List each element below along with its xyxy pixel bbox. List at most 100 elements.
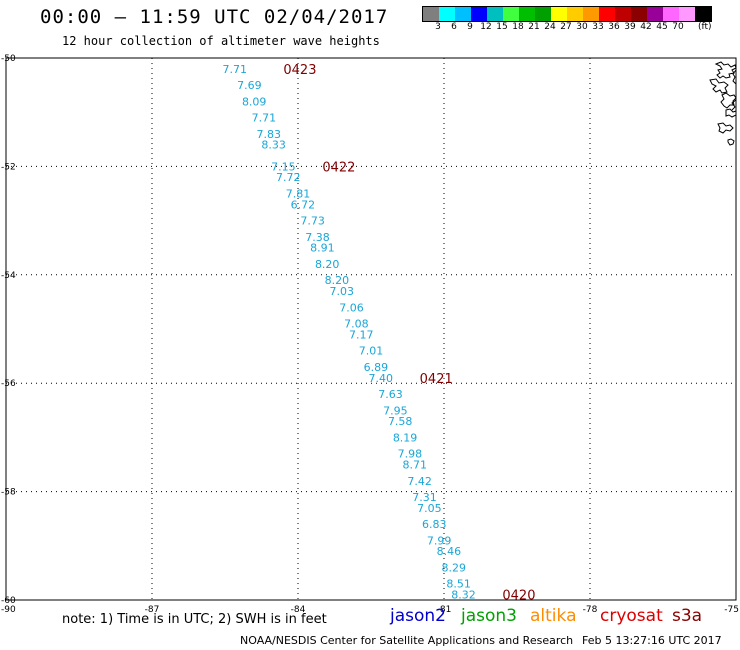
x-tick-label: -87: [145, 605, 160, 615]
swh-value: 8.29: [441, 561, 466, 574]
mission-cryosat: cryosat: [600, 606, 663, 626]
swh-value: 7.06: [339, 301, 364, 314]
swh-value: 7.03: [330, 285, 355, 298]
colorbar-tick-label: 18: [512, 22, 524, 32]
swh-value: 7.95: [383, 404, 408, 417]
colorbar-swatch: [599, 7, 615, 21]
colorbar-tick-label: 21: [528, 22, 540, 32]
colorbar-tick-label: 39: [624, 22, 636, 32]
y-tick-label: -52: [1, 162, 16, 172]
x-tick-label: -84: [291, 605, 306, 615]
colorbar-unit: (ft): [698, 22, 712, 32]
swh-value: 8.91: [310, 242, 335, 255]
colorbar-swatch: [487, 7, 503, 21]
colorbar-tick-label: 36: [608, 22, 620, 32]
swh-value: 8.20: [315, 258, 340, 271]
y-tick-label: -50: [1, 54, 16, 64]
colorbar-tick-label: 70: [672, 22, 684, 32]
swh-value: 8.32: [451, 589, 476, 602]
swh-value: 6.83: [422, 518, 447, 531]
colorbar-tick-label: 30: [576, 22, 588, 32]
colorbar-tick-label: 42: [640, 22, 652, 32]
colorbar-swatch: [551, 7, 567, 21]
plot-frame: [5, 57, 737, 601]
mission-altika: altika: [530, 606, 577, 626]
colorbar-swatch: [471, 7, 487, 21]
footer-timestamp: Feb 5 13:27:16 UTC 2017: [582, 634, 722, 647]
time-labels: 0423 0422 0421 0420: [283, 63, 535, 604]
colorbar-swatch: [503, 7, 519, 21]
x-tick-label: -75: [724, 605, 739, 615]
swh-value: 7.73: [300, 215, 325, 228]
swh-value: 7.81: [286, 188, 311, 201]
coastline-segment: [725, 108, 737, 118]
colorbar-swatch: [423, 7, 439, 21]
swh-value: 7.05: [417, 502, 442, 515]
y-tick-label: -58: [1, 488, 16, 498]
axis-ticks: -90 -87 -84 -81 -78 -75 -50 -52 -54 -56 -58 -60: [1, 54, 739, 615]
swh-value: 8.19: [393, 431, 418, 444]
chart-title: 00:00 – 11:59 UTC 02/04/2017: [40, 6, 389, 28]
swh-value: 8.46: [437, 545, 462, 558]
colorbar-swatch: [695, 7, 711, 21]
time-label: 0421: [420, 372, 453, 387]
footer-note: note: 1) Time is in UTC; 2) SWH is in fe…: [62, 612, 327, 627]
colorbar-swatch: [583, 7, 599, 21]
swh-value: 7.08: [344, 318, 369, 331]
colorbar-swatch: [647, 7, 663, 21]
coastline-segment: [717, 122, 734, 134]
swh-value: 7.38: [305, 231, 330, 244]
swh-value: 7.99: [427, 534, 452, 547]
swh-value: 7.71: [222, 63, 247, 76]
swh-value: 7.01: [359, 345, 384, 358]
colorbar-tick-label: 45: [656, 22, 668, 32]
colorbar-swatch: [455, 7, 471, 21]
swh-value: 7.42: [407, 475, 432, 488]
swh-value: 7.63: [378, 388, 403, 401]
coastline: [709, 61, 737, 146]
chart-subtitle: 12 hour collection of altimeter wave hei…: [62, 34, 380, 48]
colorbar-tick-label: 27: [560, 22, 572, 32]
y-tick-label: -54: [1, 271, 16, 281]
coastline-segment: [714, 61, 737, 79]
x-tick-label: -78: [583, 605, 598, 615]
swh-labels: 7.71 7.69 8.09 7.71 7.838.33 7.157.72 7.816.72…: [222, 63, 475, 602]
swh-value: 7.72: [276, 171, 301, 184]
colorbar-tick-label: 3: [435, 22, 441, 32]
colorbar-swatch: [679, 7, 695, 21]
swh-value: 6.72: [291, 198, 316, 211]
mission-jason3: jason3: [461, 606, 517, 626]
colorbar-swatch: [663, 7, 679, 21]
colorbar-swatch: [567, 7, 583, 21]
colorbar-tick-label: 12: [480, 22, 492, 32]
colorbar-tick-label: 24: [544, 22, 556, 32]
x-tick-label: -90: [1, 605, 16, 615]
x-tick-label: -81: [437, 605, 452, 615]
swh-value: 7.15: [271, 160, 296, 173]
mission-jason2: jason2: [390, 606, 446, 626]
time-label: 0420: [502, 589, 535, 604]
swh-value: 7.40: [368, 372, 393, 385]
swh-value: 7.17: [349, 328, 374, 341]
swh-value: 8.09: [242, 95, 267, 108]
colorbar-swatch: [439, 7, 455, 21]
swh-value: 7.58: [388, 415, 413, 428]
swh-value: 7.98: [398, 448, 423, 461]
footer-credit: NOAA/NESDIS Center for Satellite Applica…: [240, 634, 574, 647]
swh-value: 6.89: [364, 361, 389, 374]
grid: [5, 57, 737, 601]
time-label: 0422: [322, 160, 355, 175]
swh-value: 7.69: [237, 79, 262, 92]
colorbar-tick-label: 9: [467, 22, 473, 32]
colorbar-tick-label: 33: [592, 22, 604, 32]
coastline-segment: [731, 69, 737, 111]
time-label: 0423: [283, 63, 316, 78]
y-tick-label: -60: [1, 596, 16, 606]
colorbar-swatch: [631, 7, 647, 21]
coastline-segment: [709, 78, 729, 94]
y-tick-label: -56: [1, 379, 16, 389]
coastline-segment: [727, 138, 735, 146]
colorbar-tick-label: 6: [451, 22, 457, 32]
swh-value: 8.20: [325, 274, 350, 287]
